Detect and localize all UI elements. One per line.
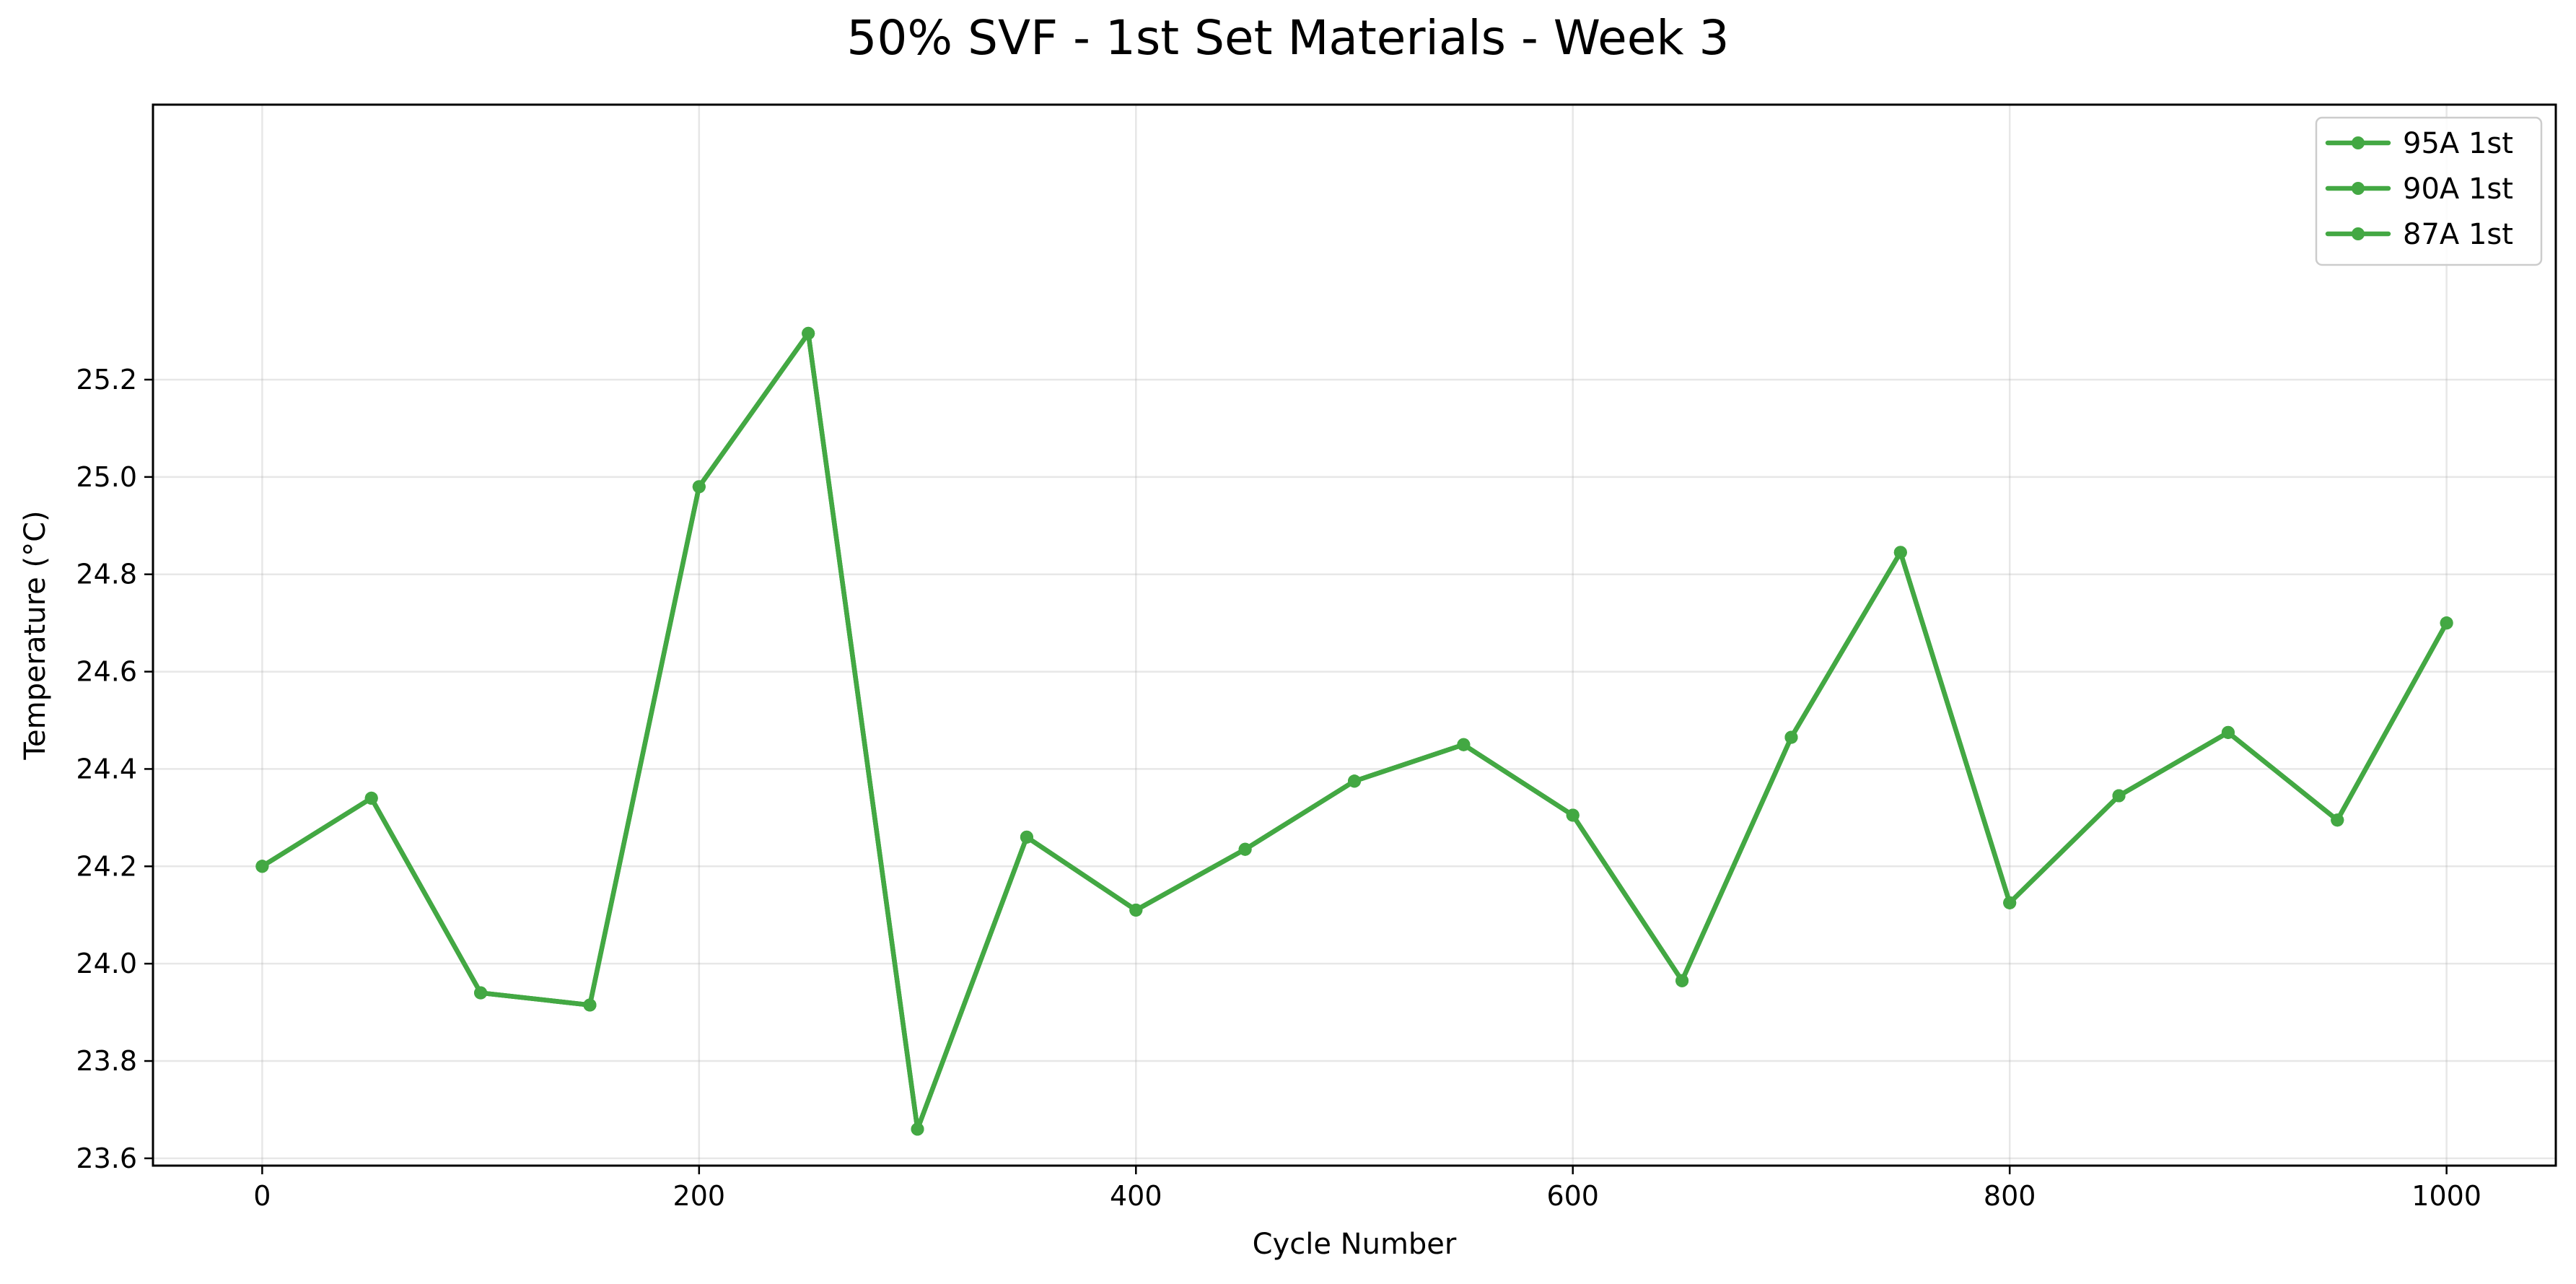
y-tick-label: 24.2 [76, 850, 137, 882]
y-tick-label: 24.8 [76, 559, 137, 590]
data-point [583, 998, 597, 1012]
plot-area-frame [152, 103, 2557, 1167]
data-point [2003, 896, 2017, 909]
series-lines [255, 326, 2453, 1136]
data-point [2331, 813, 2344, 827]
x-tick-label: 400 [1110, 1180, 1162, 1212]
y-tick-label: 25.0 [76, 461, 137, 493]
data-point [1566, 808, 1580, 822]
data-point [474, 986, 488, 1000]
data-point [1238, 842, 1252, 856]
x-tick-label: 600 [1546, 1180, 1599, 1212]
legend-marker [2352, 182, 2365, 195]
chart-title: 50% SVF - 1st Set Materials - Week 3 [846, 10, 1729, 66]
legend: 95A 1st 90A 1st 87A 1st [2315, 116, 2543, 266]
y-tick-label: 23.6 [76, 1143, 137, 1174]
data-point [802, 326, 815, 340]
data-point [692, 480, 706, 494]
y-tick-label: 24.6 [76, 656, 137, 688]
data-point [2112, 789, 2126, 803]
x-tick-label: 800 [1984, 1180, 2036, 1212]
legend-marker [2352, 227, 2365, 240]
x-tick-label: 1000 [2411, 1180, 2481, 1212]
legend-entry: 95A 1st [2325, 127, 2513, 160]
data-point [911, 1122, 924, 1136]
legend-entry: 90A 1st [2325, 172, 2513, 206]
legend-box [2315, 116, 2543, 266]
data-point [2440, 616, 2453, 630]
legend-label: 90A 1st [2403, 172, 2513, 206]
data-point [1784, 730, 1798, 744]
grid-lines [153, 105, 2556, 1166]
y-tick-label: 25.2 [76, 364, 137, 396]
data-point [255, 860, 269, 873]
x-tick-label: 0 [253, 1180, 271, 1212]
data-point [2221, 725, 2235, 739]
legend-entry: 87A 1st [2325, 218, 2513, 251]
data-point [1348, 774, 1361, 788]
legend-label: 95A 1st [2403, 127, 2513, 160]
data-point [364, 791, 378, 805]
legend-label: 87A 1st [2403, 218, 2513, 251]
y-tick-label: 24.4 [76, 753, 137, 785]
y-axis-label: Temperature (°C) [19, 510, 52, 760]
data-point [1457, 738, 1471, 751]
data-point [1020, 830, 1033, 844]
x-axis-label: Cycle Number [1253, 1228, 1457, 1261]
y-tick-label: 24.0 [76, 948, 137, 979]
axis-ticks: 0 200 400 600 800 1000 23.6 23.8 24.0 24.2 24.4 24.… [76, 364, 2481, 1212]
data-point [1893, 546, 1907, 559]
data-point [1675, 974, 1689, 987]
y-tick-label: 23.8 [76, 1045, 137, 1077]
series-2 [255, 326, 2453, 1136]
data-point [1129, 903, 1143, 917]
x-tick-label: 200 [673, 1180, 726, 1212]
legend-marker [2352, 136, 2365, 149]
